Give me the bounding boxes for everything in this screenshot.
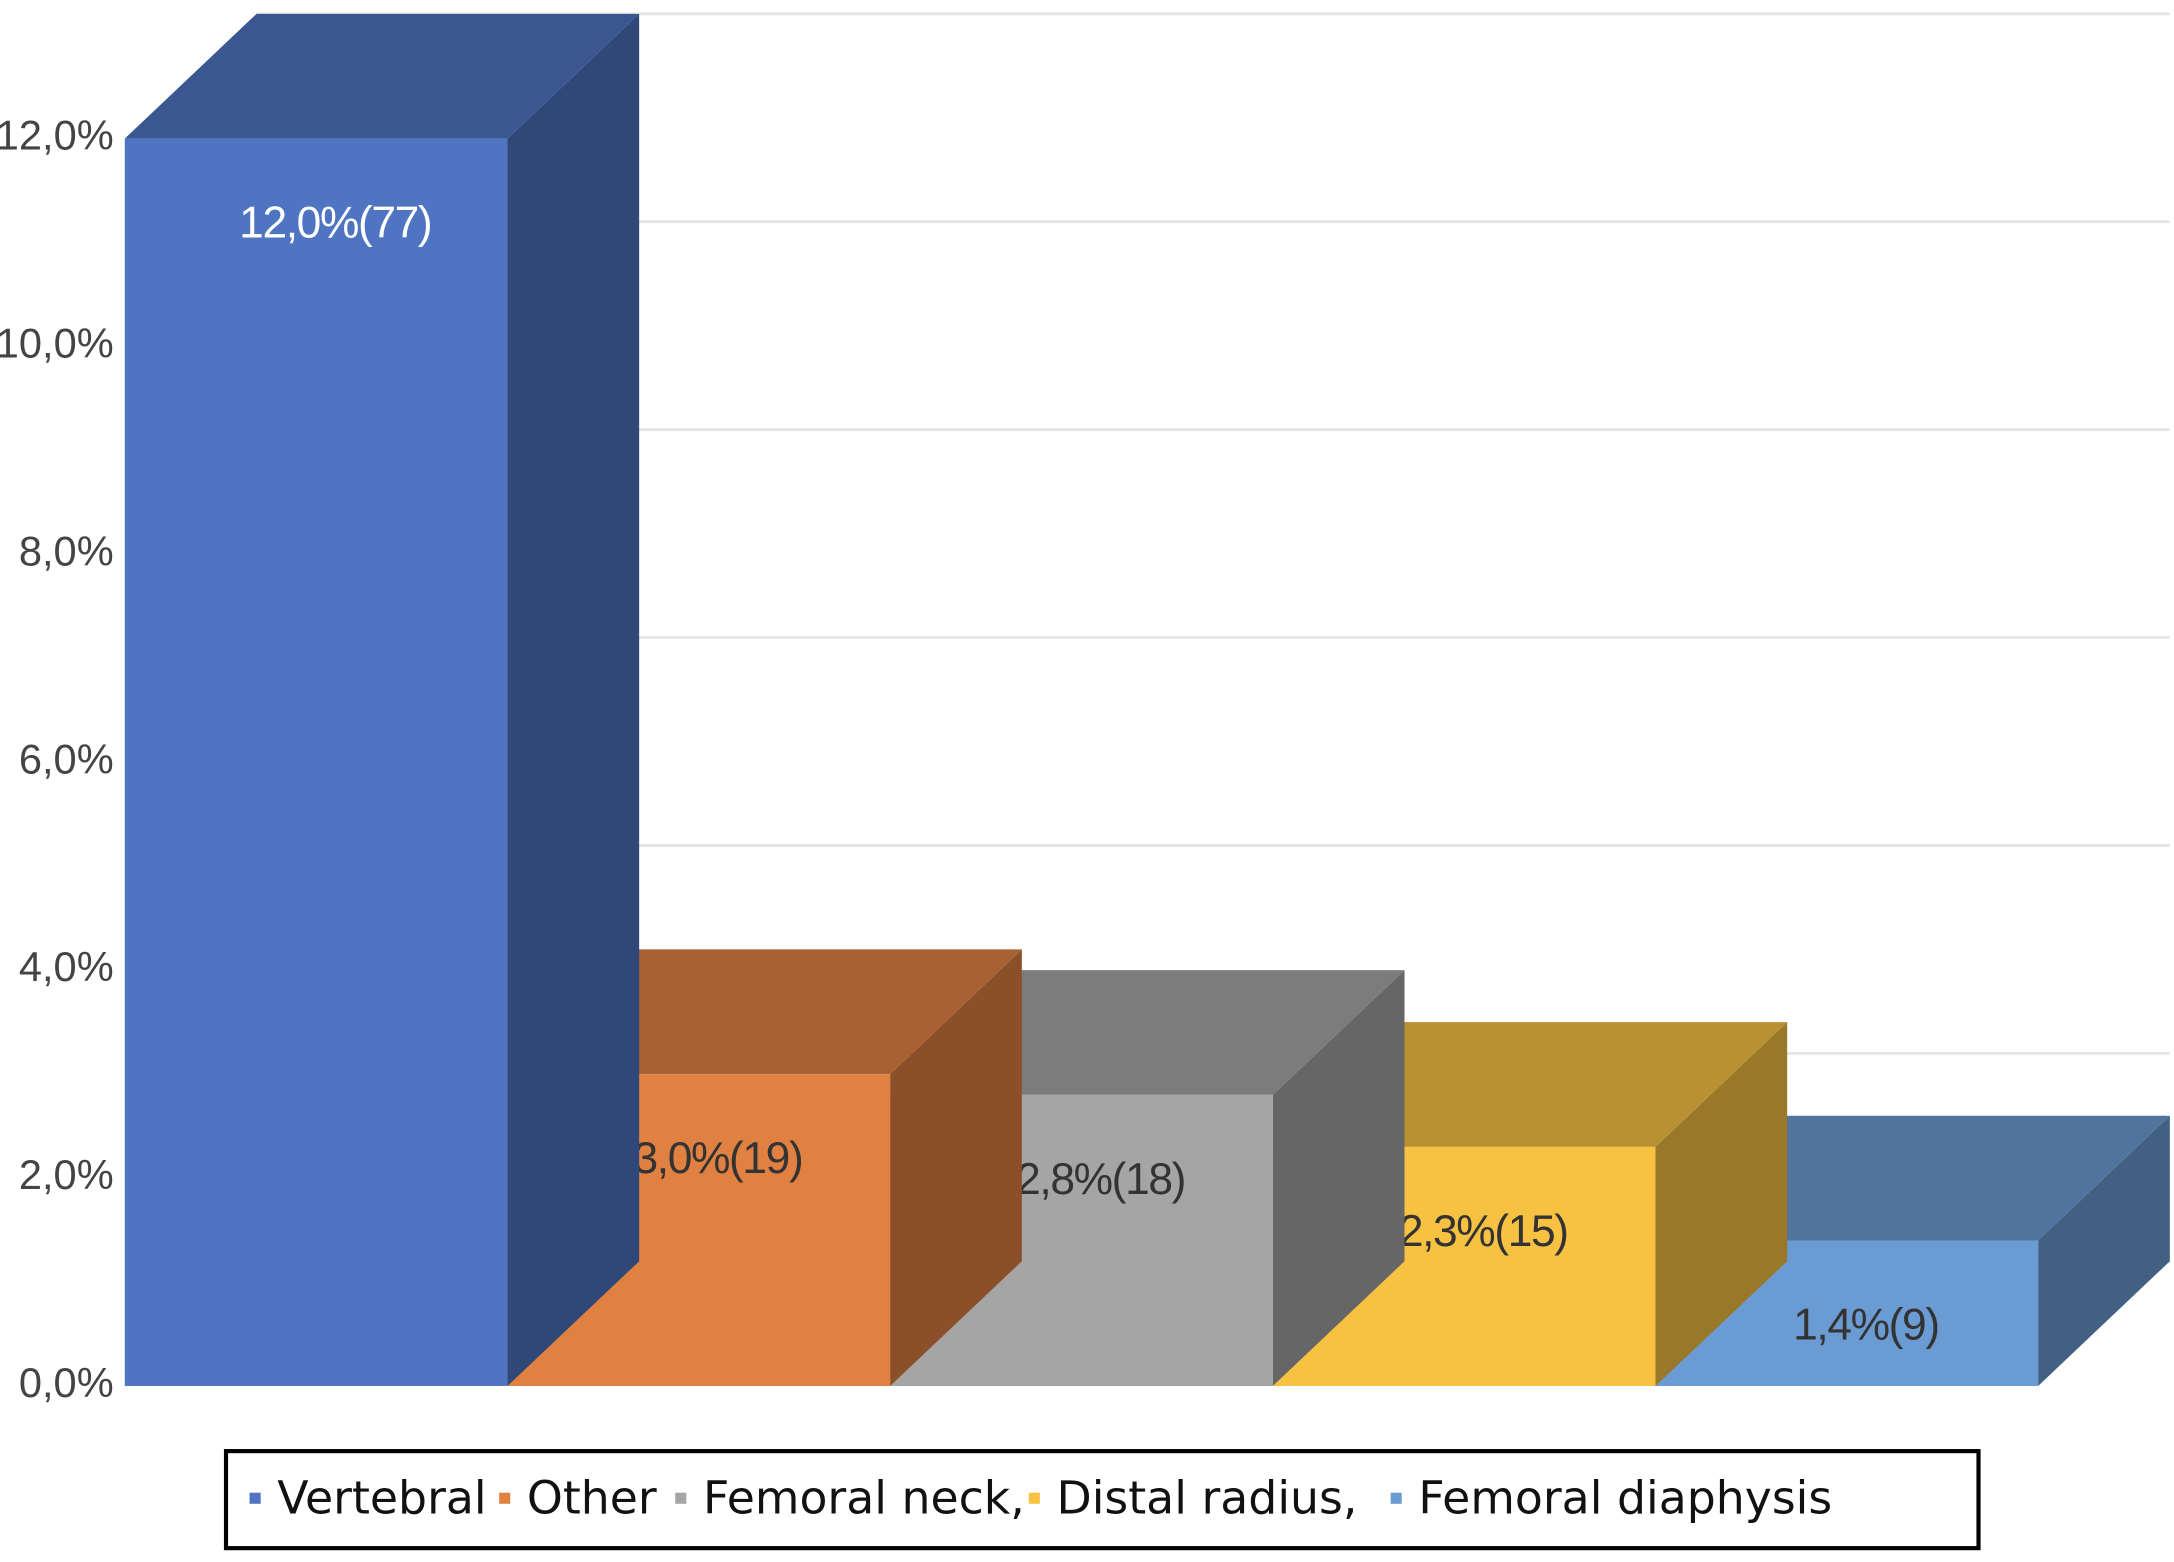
- legend-swatch: [1390, 1492, 1402, 1504]
- legend-swatch: [675, 1492, 687, 1504]
- y-tick-label: 10,0%: [0, 319, 114, 366]
- legend-label: Other: [527, 1472, 657, 1525]
- legend-box: [223, 1449, 1981, 1551]
- legend-label: Vertebral: [277, 1472, 486, 1525]
- bar-side: [1655, 1022, 1788, 1386]
- legend-swatch: [249, 1492, 261, 1504]
- legend-label: Distal radius,: [1056, 1472, 1357, 1525]
- legend-label: Femoral neck,: [703, 1472, 1025, 1525]
- legend-label: Femoral diaphysis: [1418, 1472, 1832, 1525]
- legend-swatch: [499, 1492, 511, 1504]
- bar-top: [124, 13, 640, 139]
- value-label: 2,3%(15): [1399, 1207, 1568, 1256]
- bar-side: [1272, 970, 1405, 1386]
- legend-swatch: [1028, 1492, 1040, 1504]
- y-tick-label: 4,0%: [19, 943, 114, 990]
- bar: [124, 138, 508, 1386]
- y-tick-label: 12,0%: [0, 112, 114, 159]
- y-tick-label: 6,0%: [19, 735, 114, 782]
- y-tick-label: 0,0%: [19, 1359, 114, 1406]
- y-tick-label: 8,0%: [19, 527, 114, 574]
- value-label: 1,4%(9): [1793, 1300, 1939, 1349]
- value-label: 3,0%(19): [633, 1134, 802, 1183]
- legend: Vertebral Other Femoral neck, Distal radius…: [249, 1472, 1832, 1525]
- y-tick-label: 2,0%: [19, 1151, 114, 1198]
- bar-side: [507, 13, 640, 1386]
- bar-side: [2038, 1115, 2170, 1386]
- value-label: 12,0%(77): [239, 199, 431, 248]
- bar-side: [890, 949, 1022, 1386]
- value-label: 2,8%(18): [1016, 1155, 1185, 1204]
